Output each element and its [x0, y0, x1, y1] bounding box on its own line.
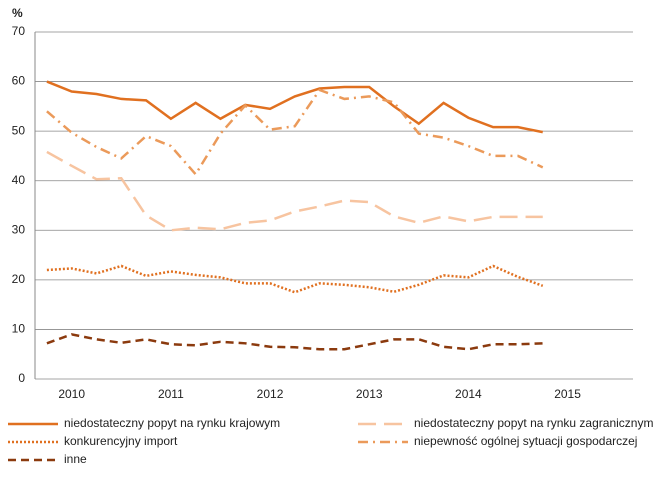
- y-tick-label: 0: [18, 371, 25, 385]
- series-line: [46, 150, 543, 232]
- series-line: [46, 80, 544, 134]
- y-tick-label: 40: [12, 173, 26, 187]
- x-tick-label: 2014: [455, 387, 482, 401]
- series-line: [46, 88, 544, 177]
- y-tick-label: 50: [12, 123, 26, 137]
- series-line: [46, 333, 543, 351]
- y-axis-label: %: [12, 6, 23, 20]
- legend-label: inne: [64, 452, 87, 466]
- legend-label: niedostateczny popyt na rynku krajowym: [64, 416, 280, 430]
- x-tick-label: 2011: [158, 387, 184, 401]
- legend-label: konkurencyjny import: [64, 434, 178, 448]
- y-tick-label: 10: [12, 322, 26, 336]
- y-tick-label: 30: [12, 222, 26, 236]
- x-tick-label: 2015: [554, 387, 581, 401]
- y-tick-label: 70: [12, 24, 26, 38]
- x-tick-label: 2010: [58, 387, 85, 401]
- series-line: [46, 264, 544, 294]
- y-tick-label: 20: [12, 272, 26, 286]
- y-tick-label: 60: [12, 74, 26, 88]
- x-tick-label: 2012: [257, 387, 284, 401]
- legend-label: niepewność ogólnej sytuacji gospodarczej: [414, 434, 637, 448]
- x-tick-label: 2013: [356, 387, 383, 401]
- legend-label: niedostateczny popyt na rynku zagraniczn…: [414, 416, 653, 430]
